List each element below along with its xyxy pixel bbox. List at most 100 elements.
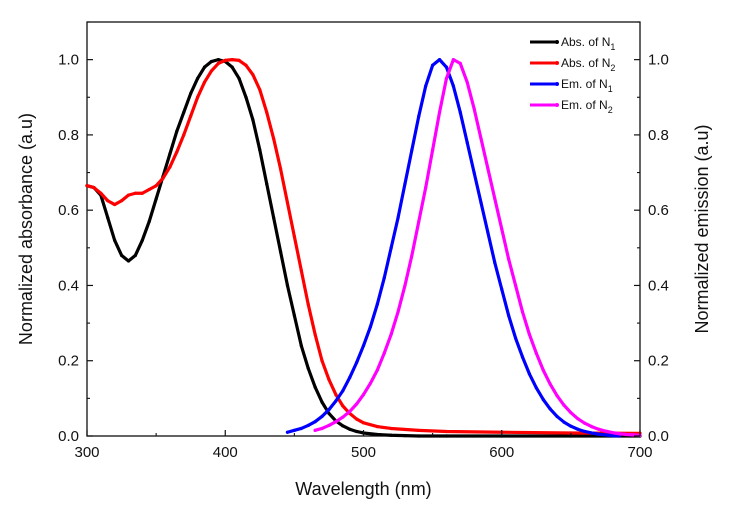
legend-item: Abs. of N2 <box>530 56 615 73</box>
y2-tick-label: 0.2 <box>648 353 669 370</box>
y2-tick-label: 0.0 <box>648 428 669 445</box>
data-point <box>375 302 379 306</box>
data-point <box>610 434 614 438</box>
y-tick-label: 0.2 <box>58 353 79 370</box>
data-point <box>562 403 566 407</box>
data-point <box>486 167 490 171</box>
data-point <box>202 80 207 84</box>
data-point <box>133 253 137 257</box>
data-point <box>106 216 110 220</box>
legend-item: Abs. of N1 <box>530 35 615 52</box>
data-point <box>500 287 504 291</box>
data-point <box>334 399 338 403</box>
legend-label-subscript: 1 <box>610 42 615 52</box>
data-point <box>527 372 532 376</box>
data-point <box>389 332 393 336</box>
data-point <box>237 76 241 81</box>
data-point <box>555 394 559 398</box>
data-point <box>617 432 621 436</box>
y-tick-label: 0.6 <box>58 202 79 219</box>
data-point <box>265 182 269 186</box>
data-point <box>327 408 331 412</box>
data-point <box>306 366 310 370</box>
data-point <box>126 193 131 197</box>
data-point <box>92 186 96 190</box>
legend-item: Em. of N2 <box>530 98 613 115</box>
data-point <box>513 283 518 288</box>
data-point <box>182 110 186 114</box>
data-point <box>493 261 497 265</box>
data-point <box>603 433 608 437</box>
data-point <box>126 259 131 263</box>
data-point <box>389 246 393 250</box>
data-point <box>368 381 373 385</box>
legend-marker <box>555 61 559 65</box>
data-point <box>590 424 594 429</box>
data-point <box>403 182 407 186</box>
data-point <box>382 276 386 280</box>
data-point <box>507 313 511 318</box>
data-point <box>119 199 124 203</box>
data-point <box>341 404 345 408</box>
data-point <box>417 428 421 432</box>
data-point <box>548 407 552 411</box>
data-point <box>354 361 359 365</box>
legend-label-subscript: 2 <box>610 63 615 73</box>
data-point <box>99 191 103 195</box>
data-point <box>444 434 449 438</box>
data-point <box>479 201 483 205</box>
data-point <box>292 234 296 239</box>
data-point <box>424 84 428 88</box>
data-point <box>576 417 580 421</box>
data-point <box>285 201 290 205</box>
y2-tick-label: 0.8 <box>648 127 669 144</box>
ticks-layer: 300 400 500 600 7000.00.20.40.60.81.00.00.20… <box>58 21 669 461</box>
data-point <box>147 219 151 224</box>
data-point <box>313 385 317 389</box>
data-point <box>168 165 172 169</box>
series-2 <box>85 58 642 435</box>
data-point <box>354 429 359 434</box>
series-1 <box>85 58 642 438</box>
data-point <box>437 110 442 114</box>
data-point <box>534 351 538 355</box>
data-point <box>361 393 366 397</box>
legend-label: Abs. of N2 <box>561 56 615 73</box>
data-point <box>237 58 241 62</box>
x-tick-label: 300 <box>74 444 99 461</box>
data-point <box>458 61 462 65</box>
data-point <box>327 377 331 382</box>
data-point <box>161 176 165 180</box>
data-point <box>278 249 283 254</box>
data-point <box>382 351 386 355</box>
data-point <box>424 186 428 190</box>
data-point <box>175 150 179 154</box>
data-point <box>596 432 601 436</box>
data-point <box>444 65 449 69</box>
series-line <box>313 58 642 437</box>
data-point <box>272 137 276 141</box>
data-point <box>486 231 490 235</box>
data-point <box>140 191 144 195</box>
data-point <box>527 332 532 336</box>
y-tick-label: 0.0 <box>58 428 79 445</box>
y2-tick-label: 0.4 <box>648 277 669 294</box>
data-point <box>230 65 234 69</box>
data-point <box>465 140 469 145</box>
data-point <box>451 58 455 62</box>
data-point <box>154 197 158 201</box>
data-point <box>348 376 352 380</box>
x-tick-label: 400 <box>213 444 238 461</box>
data-point <box>596 427 601 431</box>
data-point <box>341 415 345 419</box>
data-point <box>555 414 559 419</box>
data-point <box>493 197 497 201</box>
legend-label: Em. of N2 <box>561 98 613 115</box>
data-point <box>285 430 290 434</box>
data-point <box>258 148 262 152</box>
series-line <box>285 58 621 438</box>
data-point <box>299 268 303 272</box>
data-point <box>306 423 310 428</box>
